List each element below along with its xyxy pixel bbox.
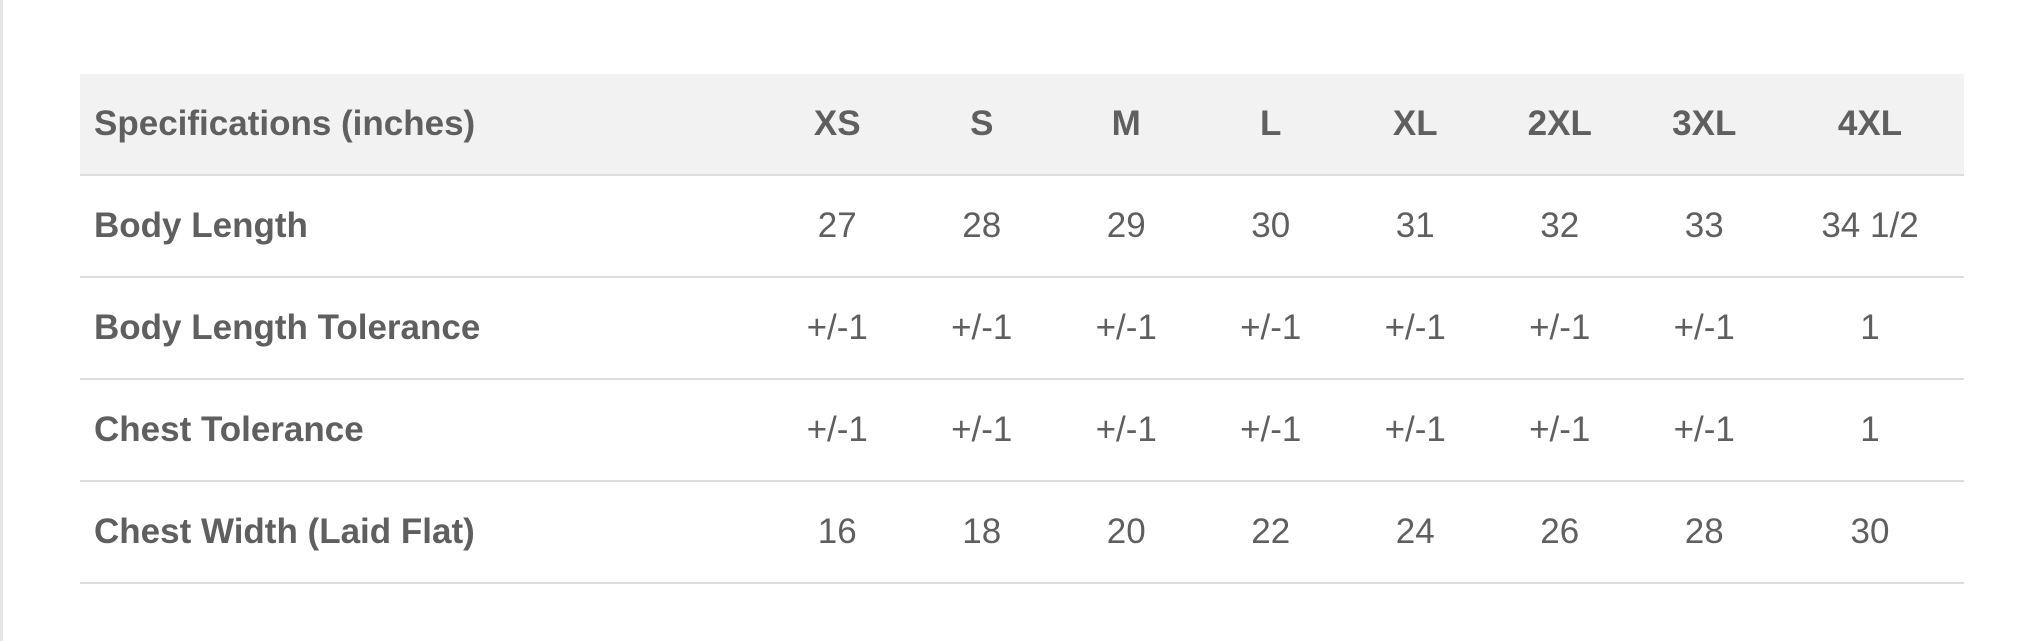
cell-value: 24 [1343,481,1488,584]
cell-value: 26 [1487,481,1632,584]
header-size: M [1054,74,1199,176]
cell-value: +/-1 [765,379,910,482]
header-row: Specifications (inches) XS S M L XL 2XL 3XL 4XL [80,74,1964,176]
cell-value: 22 [1198,481,1343,584]
left-border [0,0,3,641]
cell-value: +/-1 [1198,277,1343,380]
cell-value: +/-1 [1487,277,1632,380]
cell-value: 29 [1054,175,1199,278]
cell-value: 33 [1632,175,1777,278]
header-size: L [1198,74,1343,176]
table-row: Body Length Tolerance +/-1 +/-1 +/-1 +/-1 +/-… [80,277,1964,380]
header-size: S [909,74,1054,176]
table-row: Chest Tolerance +/-1 +/-1 +/-1 +/-1 +/-1 +/-1 +… [80,379,1964,482]
header-size: 4XL [1776,74,1964,176]
cell-value: +/-1 [1632,277,1777,380]
cell-value: 30 [1198,175,1343,278]
row-label: Body Length [80,175,765,278]
cell-value: 32 [1487,175,1632,278]
cell-value: 18 [909,481,1054,584]
size-chart-table: Specifications (inches) XS S M L XL 2XL 3XL 4XL … [80,74,1964,584]
cell-value: 27 [765,175,910,278]
cell-value: +/-1 [1054,379,1199,482]
table-row: Chest Width (Laid Flat) 16 18 20 22 24 26 28 30 [80,481,1964,584]
header-specifications: Specifications (inches) [80,74,765,176]
cell-value: +/-1 [909,277,1054,380]
cell-value: 28 [909,175,1054,278]
cell-value: 20 [1054,481,1199,584]
cell-value: +/-1 [1198,379,1343,482]
cell-value: 34 1/2 [1776,175,1964,278]
row-label: Chest Tolerance [80,379,765,482]
cell-value: +/-1 [1632,379,1777,482]
header-size: 2XL [1487,74,1632,176]
header-size: XS [765,74,910,176]
cell-value: 31 [1343,175,1488,278]
table-row: Body Length 27 28 29 30 31 32 33 34 1/2 [80,175,1964,278]
cell-value: 30 [1776,481,1964,584]
row-label: Chest Width (Laid Flat) [80,481,765,584]
cell-value: 28 [1632,481,1777,584]
cell-value: 1 [1776,277,1964,380]
cell-value: +/-1 [1343,277,1488,380]
cell-value: +/-1 [1054,277,1199,380]
cell-value: +/-1 [1487,379,1632,482]
header-size: XL [1343,74,1488,176]
cell-value: +/-1 [909,379,1054,482]
row-label: Body Length Tolerance [80,277,765,380]
cell-value: 16 [765,481,910,584]
cell-value: 1 [1776,379,1964,482]
cell-value: +/-1 [765,277,910,380]
header-size: 3XL [1632,74,1777,176]
cell-value: +/-1 [1343,379,1488,482]
